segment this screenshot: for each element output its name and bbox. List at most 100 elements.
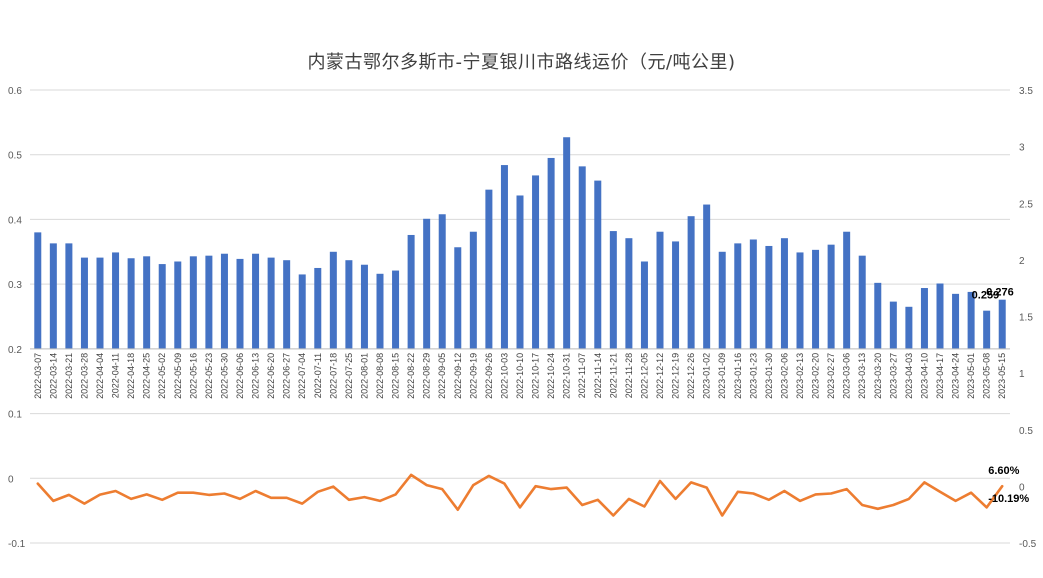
bar xyxy=(967,291,975,349)
x-tick-label: 2022-08-01 xyxy=(359,353,369,399)
bar xyxy=(796,252,804,349)
bar xyxy=(734,243,742,349)
bar xyxy=(858,255,866,349)
x-tick-label: 2023-03-13 xyxy=(857,353,867,399)
x-tick-label: 2022-09-05 xyxy=(437,353,447,399)
bar xyxy=(283,260,291,349)
series-line xyxy=(36,473,1004,517)
x-tick-label: 2023-04-17 xyxy=(935,353,945,399)
x-tick-label: 2023-05-15 xyxy=(997,353,1007,399)
x-tick-label: 2023-02-06 xyxy=(779,353,789,399)
bar xyxy=(578,166,586,349)
bar xyxy=(936,283,944,349)
y-right-tick-label: 3.5 xyxy=(1019,86,1033,97)
y-right-tick-label: 0 xyxy=(1019,482,1025,493)
y-left-tick-label: 0.1 xyxy=(8,410,22,421)
bar xyxy=(376,273,384,349)
bar xyxy=(220,253,228,349)
bar xyxy=(703,204,711,349)
x-tick-label: 2022-03-28 xyxy=(79,353,89,399)
x-tick-label: 2023-03-27 xyxy=(888,353,898,399)
bar xyxy=(780,238,788,349)
x-tick-label: 2022-07-11 xyxy=(313,353,323,398)
x-tick-label: 2022-07-04 xyxy=(297,353,307,399)
x-tick-label: 2023-03-20 xyxy=(873,353,883,399)
x-tick-label: 2023-03-06 xyxy=(842,353,852,399)
x-tick-label: 2022-09-19 xyxy=(468,353,478,399)
x-tick-label: 2022-04-25 xyxy=(142,353,152,399)
bar xyxy=(952,293,960,349)
bar xyxy=(920,288,928,349)
x-tick-label: 2022-12-12 xyxy=(655,353,665,399)
bar xyxy=(609,231,617,349)
x-tick-label: 2023-04-24 xyxy=(951,353,961,399)
data-label: 0.276 xyxy=(986,287,1014,299)
x-tick-label: 2022-05-23 xyxy=(204,353,214,399)
bar xyxy=(998,299,1006,349)
bar xyxy=(905,306,913,349)
x-tick-label: 2022-11-07 xyxy=(577,353,587,398)
x-tick-label: 2022-08-29 xyxy=(422,353,432,399)
bar xyxy=(96,257,104,349)
x-tick-label: 2023-01-16 xyxy=(733,353,743,399)
bar xyxy=(874,282,882,349)
x-tick-label: 2022-04-11 xyxy=(111,353,121,398)
x-tick-label: 2023-02-27 xyxy=(826,353,836,399)
x-tick-label: 2023-01-23 xyxy=(748,353,758,399)
x-tick-label: 2022-06-06 xyxy=(235,353,245,399)
x-tick-label: 2022-11-14 xyxy=(593,353,603,398)
bar xyxy=(532,175,540,349)
bar xyxy=(189,256,197,349)
x-tick-label: 2023-01-02 xyxy=(702,353,712,399)
x-tick-label: 2022-04-04 xyxy=(95,353,105,399)
chart-title: 内蒙古鄂尔多斯市-宁夏银川市路线运价（元/吨公里) xyxy=(307,52,736,73)
bar xyxy=(687,216,695,349)
x-tick-label: 2022-05-02 xyxy=(157,353,167,399)
bar xyxy=(174,261,182,349)
bar xyxy=(236,258,244,349)
x-tick-label: 2022-10-03 xyxy=(499,353,509,399)
x-tick-label: 2022-10-24 xyxy=(546,353,556,399)
bar xyxy=(407,234,415,349)
y-left-tick-label: 0.6 xyxy=(8,86,22,97)
y-left-tick-label: -0.1 xyxy=(8,539,26,550)
x-tick-label: 2023-04-10 xyxy=(919,353,929,399)
y-left-tick-label: 0 xyxy=(8,474,14,485)
y-right-tick-label: 1 xyxy=(1019,369,1025,380)
bar xyxy=(112,252,120,349)
x-tick-label: 2022-06-27 xyxy=(282,353,292,399)
bar xyxy=(563,137,571,349)
bar xyxy=(267,257,275,349)
x-tick-label: 2022-03-14 xyxy=(48,353,58,399)
bar xyxy=(34,232,42,349)
x-tick-label: 2023-02-20 xyxy=(811,353,821,399)
bar xyxy=(298,274,306,349)
x-tick-label: 2022-04-18 xyxy=(126,353,136,399)
bar xyxy=(80,257,88,349)
bar xyxy=(49,243,57,349)
x-tick-label: 2023-05-08 xyxy=(982,353,992,399)
y-left-tick-label: 0.2 xyxy=(8,345,22,356)
x-tick-label: 2022-11-21 xyxy=(608,353,618,398)
x-tick-label: 2022-08-22 xyxy=(406,353,416,399)
bar xyxy=(516,195,524,349)
bar xyxy=(158,264,166,349)
bar xyxy=(329,251,337,349)
data-label: -10.19% xyxy=(988,493,1029,505)
bar xyxy=(749,239,757,349)
bar xyxy=(827,244,835,349)
bar xyxy=(205,255,213,349)
x-tick-label: 2022-10-17 xyxy=(531,353,541,399)
x-tick-label: 2022-11-28 xyxy=(624,353,634,398)
y-right-tick-label: 0.5 xyxy=(1019,426,1033,437)
bar xyxy=(127,258,135,349)
y-left-tick-label: 0.5 xyxy=(8,151,22,162)
bar xyxy=(889,301,897,349)
x-tick-label: 2022-03-21 xyxy=(64,353,74,399)
bar xyxy=(314,267,322,349)
bar xyxy=(718,251,726,349)
x-tick-label: 2022-07-18 xyxy=(328,353,338,399)
x-tick-label: 2022-05-16 xyxy=(188,353,198,399)
y-right-tick-label: 2.5 xyxy=(1019,199,1033,210)
bar xyxy=(640,261,648,349)
